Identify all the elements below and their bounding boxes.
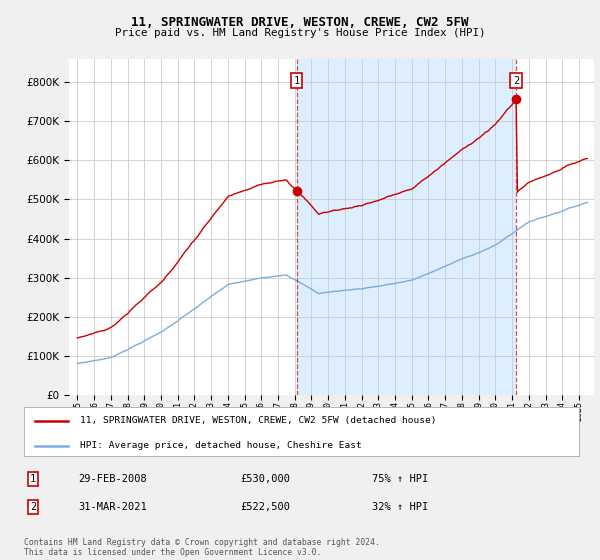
- Text: £530,000: £530,000: [240, 474, 290, 484]
- Text: 75% ↑ HPI: 75% ↑ HPI: [372, 474, 428, 484]
- Text: This data is licensed under the Open Government Licence v3.0.: This data is licensed under the Open Gov…: [24, 548, 322, 557]
- Text: 32% ↑ HPI: 32% ↑ HPI: [372, 502, 428, 512]
- Text: 29-FEB-2008: 29-FEB-2008: [78, 474, 147, 484]
- Text: 31-MAR-2021: 31-MAR-2021: [78, 502, 147, 512]
- Text: £522,500: £522,500: [240, 502, 290, 512]
- Text: 1: 1: [30, 474, 36, 484]
- Bar: [297, 59, 516, 395]
- Text: 11, SPRINGWATER DRIVE, WESTON, CREWE, CW2 5FW: 11, SPRINGWATER DRIVE, WESTON, CREWE, CW…: [131, 16, 469, 29]
- Text: Contains HM Land Registry data © Crown copyright and database right 2024.: Contains HM Land Registry data © Crown c…: [24, 538, 380, 547]
- Text: HPI: Average price, detached house, Cheshire East: HPI: Average price, detached house, Ches…: [79, 441, 361, 450]
- Text: Price paid vs. HM Land Registry's House Price Index (HPI): Price paid vs. HM Land Registry's House …: [115, 28, 485, 38]
- Text: 1: 1: [293, 76, 300, 86]
- Text: 11, SPRINGWATER DRIVE, WESTON, CREWE, CW2 5FW (detached house): 11, SPRINGWATER DRIVE, WESTON, CREWE, CW…: [79, 417, 436, 426]
- Text: 2: 2: [513, 76, 519, 86]
- Text: 2: 2: [30, 502, 36, 512]
